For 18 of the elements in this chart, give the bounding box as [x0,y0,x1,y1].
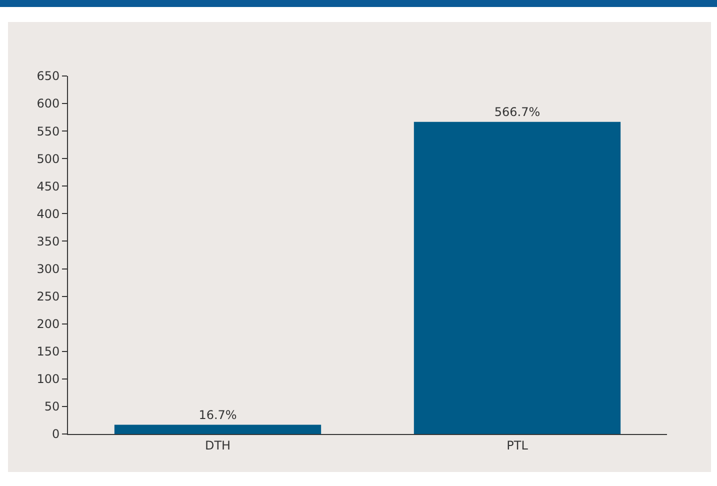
data-label: 16.7% [198,408,237,422]
y-tick-label: 350 [36,234,60,248]
y-tick-label: 600 [36,96,60,111]
data-label: 566.7% [494,104,540,119]
y-tick-label: 100 [36,372,60,386]
y-tick-label: 250 [36,290,60,304]
y-tick-label: 450 [36,179,60,194]
y-tick-label: 400 [36,206,60,221]
y-tick-label: 200 [36,317,60,332]
y-tick-label: 550 [36,124,60,138]
x-tick-label: PTL [506,438,528,452]
y-tick-label: 50 [44,400,60,414]
y-tick-label: 0 [52,427,60,442]
y-tick-label: 650 [36,69,60,84]
y-tick-label: 150 [36,344,60,359]
x-tick-label: DTH [204,438,231,452]
y-tick-label: 500 [36,152,60,166]
y-tick-label: 300 [36,262,60,276]
